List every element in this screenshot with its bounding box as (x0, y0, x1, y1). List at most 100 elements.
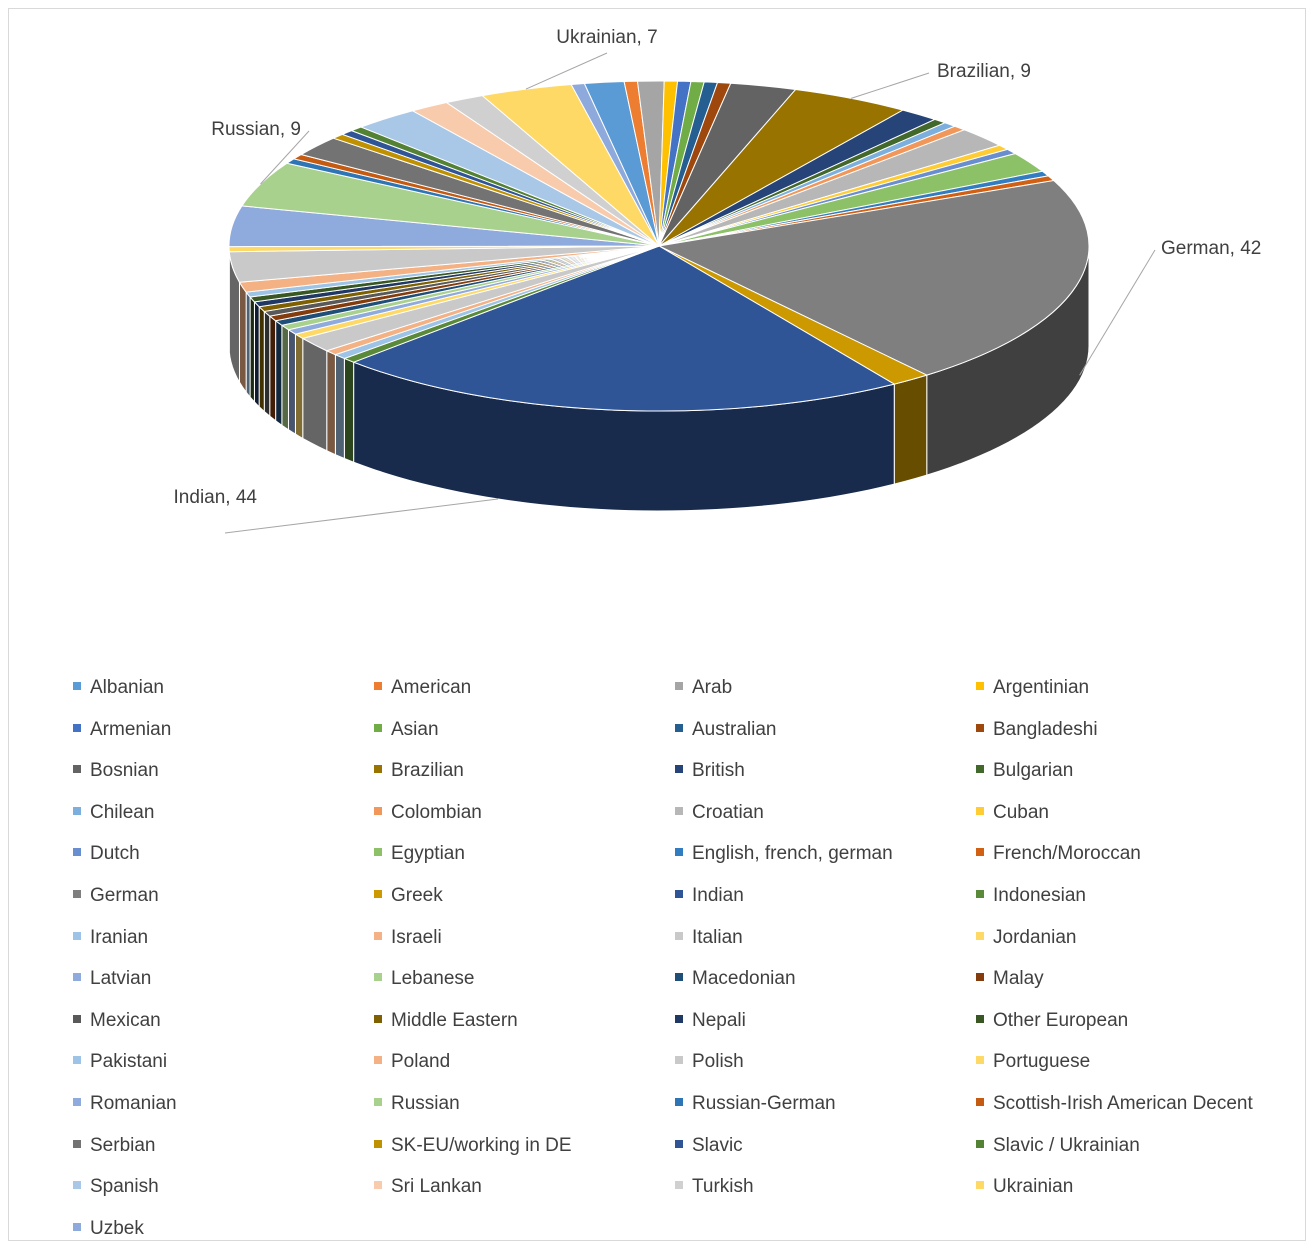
legend-label: Lebanese (391, 968, 475, 990)
leader-line-brazilian (850, 72, 930, 99)
legend-item: Egyptian (374, 843, 465, 865)
legend-label: Israeli (391, 926, 442, 948)
legend-item: Argentinian (976, 677, 1089, 699)
legend-label: French/Moroccan (993, 843, 1141, 865)
legend-label: Asian (391, 718, 439, 740)
legend-item: Mexican (73, 1010, 161, 1032)
legend-swatch (976, 1181, 984, 1190)
legend-swatch (374, 973, 382, 982)
data-label-indian: Indian, 44 (174, 487, 258, 508)
legend-item: Russian (374, 1093, 460, 1115)
legend-item: Australian (675, 719, 777, 741)
legend-label: Dutch (90, 843, 140, 865)
legend-item: Malay (976, 968, 1044, 990)
legend-item: Asian (374, 719, 439, 741)
legend-item: Uzbek (73, 1218, 144, 1240)
legend-item: Latvian (73, 968, 151, 990)
legend-item: American (374, 677, 471, 699)
legend-item: Indian (675, 885, 744, 907)
legend-label: German (90, 885, 159, 906)
legend-label: Bulgarian (993, 760, 1074, 782)
legend-swatch (374, 681, 382, 690)
legend-label: Serbian (90, 1134, 156, 1156)
legend-swatch (675, 931, 683, 940)
legend-label: Argentinian (993, 677, 1090, 698)
pie-sides (228, 245, 1090, 512)
pie-side-mexican (263, 310, 271, 418)
legend-label: SK-EU/working in DE (391, 1134, 572, 1156)
legend-item: Cuban (976, 802, 1049, 824)
pie-side-italian (302, 337, 328, 452)
legend-item: German (73, 885, 159, 907)
legend-swatch (73, 1097, 81, 1106)
legend-item: Poland (374, 1051, 450, 1073)
legend-label: Mexican (90, 1009, 161, 1031)
pie-side-middle-eastern (258, 305, 265, 413)
legend-label: Macedonian (692, 968, 796, 990)
legend-item: Iranian (73, 927, 148, 949)
pie-slice-indian (352, 245, 896, 412)
legend-label: Romanian (90, 1093, 177, 1114)
legend-label: Slavic (692, 1134, 743, 1156)
legend-swatch (675, 1056, 683, 1065)
legend-swatch (73, 1014, 81, 1023)
pie-side-other-european (249, 295, 255, 404)
legend-label: Other European (993, 1009, 1129, 1031)
legend-item: Portuguese (976, 1051, 1090, 1073)
legend-item: Bangladeshi (976, 719, 1098, 741)
leader-line-indian (224, 498, 498, 534)
legend-swatch (976, 931, 984, 940)
legend-swatch (675, 973, 683, 982)
legend-swatch (374, 1097, 382, 1106)
legend-label: Australian (692, 718, 777, 740)
legend-swatch (976, 973, 984, 982)
legend-swatch (374, 889, 382, 898)
legend-swatch (374, 1014, 382, 1023)
legend-label: American (391, 677, 472, 698)
legend-swatch (976, 681, 984, 690)
legend-label: Brazilian (391, 760, 464, 782)
legend-item: English, french, german (675, 843, 893, 865)
legend-label: Sri Lankan (391, 1176, 482, 1198)
data-label-brazilian: Brazilian, 9 (937, 61, 1031, 82)
legend-swatch (675, 723, 683, 732)
legend-swatch (675, 806, 683, 815)
legend-label: Scottish-Irish American Decent (993, 1093, 1253, 1114)
legend-swatch (675, 681, 683, 690)
legend-label: Iranian (90, 926, 149, 948)
pie-chart: Ukrainian, 7 Brazilian, 9 Russian, 9 German… (174, 27, 1261, 534)
legend-swatch (976, 1097, 984, 1106)
legend-item: Slavic / Ukrainian (976, 1135, 1140, 1157)
legend-item: Polish (675, 1051, 744, 1073)
legend-label: Arab (692, 677, 733, 698)
legend-label: Uzbek (90, 1217, 144, 1239)
legend-item: Nepali (675, 1010, 746, 1032)
legend-swatch (374, 723, 382, 732)
legend-item: Pakistani (73, 1051, 167, 1073)
legend-label: Latvian (90, 968, 152, 990)
legend-item: Turkish (675, 1176, 754, 1198)
legend-swatch (73, 1181, 81, 1190)
legend-item: Greek (374, 885, 443, 907)
legend-label: Nepali (692, 1009, 746, 1031)
leader-line-ukrainian (525, 52, 608, 90)
legend-label: Russian-German (692, 1093, 836, 1114)
legend-item: Scottish-Irish American Decent (976, 1093, 1253, 1115)
pie-side-israeli (326, 349, 336, 456)
legend-swatch (675, 1181, 683, 1190)
legend-item: Slavic (675, 1135, 743, 1157)
legend-item: Bulgarian (976, 760, 1073, 782)
legend-label: British (692, 760, 745, 782)
legend-item: Bosnian (73, 760, 159, 782)
pie-side-indonesian (343, 357, 355, 463)
legend-item: Lebanese (374, 968, 474, 990)
legend-label: Italian (692, 926, 743, 948)
legend-label: Bangladeshi (993, 718, 1098, 740)
pie-side-malay (269, 315, 277, 422)
legend-swatch (976, 889, 984, 898)
legend-label: Indian (692, 885, 744, 906)
legend-swatch (976, 765, 984, 774)
legend-label: Armenian (90, 718, 172, 740)
legend-swatch (976, 848, 984, 857)
legend-label: Egyptian (391, 843, 465, 865)
